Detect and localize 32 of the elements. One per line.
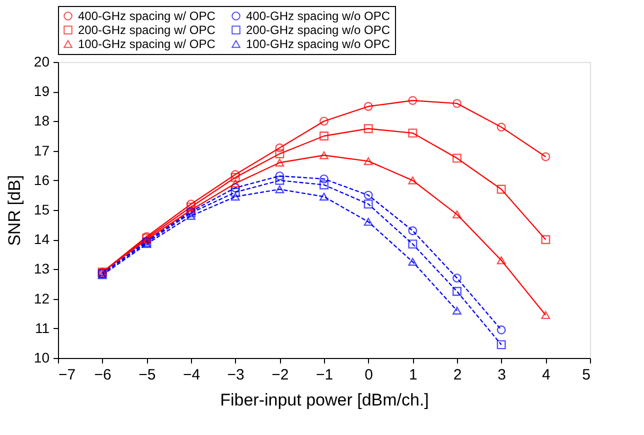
legend-label: 400-GHz spacing w/ OPC <box>78 9 216 23</box>
x-tick-label: −2 <box>272 366 289 384</box>
x-tick-label: −5 <box>138 366 156 384</box>
legend-label: 100-GHz spacing w/o OPC <box>246 37 390 51</box>
x-tick-label: −1 <box>316 366 334 384</box>
y-tick-label: 20 <box>34 54 50 70</box>
x-axis-title: Fiber-input power [dBm/ch.] <box>220 390 429 410</box>
x-tick-label: −3 <box>227 366 244 384</box>
y-tick-label: 11 <box>34 320 50 336</box>
x-tick-label: 3 <box>498 366 506 384</box>
y-tick-label: 14 <box>34 231 50 248</box>
y-tick-label: 17 <box>34 142 50 158</box>
y-tick-label: 16 <box>34 172 50 188</box>
y-tick-label: 10 <box>34 350 50 366</box>
x-tick-label: 1 <box>408 366 418 384</box>
y-axis-title: SNR [dB] <box>4 175 24 246</box>
legend-label: 100-GHz spacing w/ OPC <box>78 37 216 51</box>
legend-label: 400-GHz spacing w/o OPC <box>246 9 390 23</box>
x-tick-label: −4 <box>182 366 200 384</box>
y-tick-label: 15 <box>34 202 50 218</box>
x-tick-label: −6 <box>94 366 112 384</box>
y-tick-label: 13 <box>34 260 50 277</box>
x-tick-label: 4 <box>542 366 550 384</box>
x-tick-label: −7 <box>58 366 76 384</box>
y-tick-label: 19 <box>34 83 50 100</box>
y-tick-label: 18 <box>34 112 50 129</box>
legend-label: 200-GHz spacing w/ OPC <box>78 23 216 37</box>
x-tick-label: 2 <box>453 366 462 384</box>
x-tick-label: 5 <box>582 366 590 384</box>
legend-label: 200-GHz spacing w/o OPC <box>246 23 390 37</box>
x-tick-label: 0 <box>364 366 374 384</box>
y-tick-label: 12 <box>34 290 50 306</box>
